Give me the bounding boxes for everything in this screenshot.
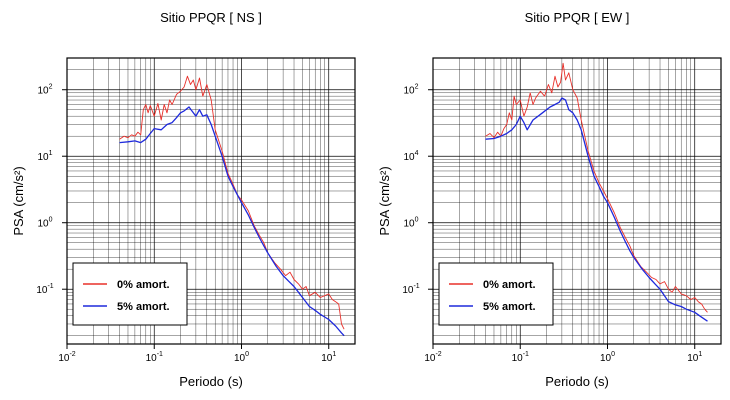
- series-line-zero-damping: [119, 75, 345, 330]
- series-line-five-damping: [485, 97, 708, 322]
- y-tick-label: 104: [403, 150, 418, 163]
- x-axis-label: Periodo (s): [179, 374, 243, 389]
- legend-box: [72, 262, 188, 326]
- chart-panel-1: 10-2 10-1 100 101 10-1 100 101 102 Sitio PPQR [ …: [11, 10, 356, 389]
- legend: 0% amort. 5% amort.: [72, 262, 188, 326]
- legend-label: 0% amort.: [483, 279, 536, 291]
- y-tick-label: 101: [37, 150, 52, 163]
- y-axis-label: PSA (cm/s²): [377, 166, 392, 235]
- x-tick-label: 100: [600, 351, 615, 364]
- y-axis-label: PSA (cm/s²): [11, 166, 26, 235]
- y-tick-label: 100: [37, 217, 52, 230]
- x-tick-label: 10-1: [512, 351, 529, 364]
- series-line-five-damping: [119, 106, 345, 337]
- plot-frame: [432, 57, 722, 345]
- series-line-zero-damping: [485, 62, 708, 313]
- grid: [433, 58, 721, 344]
- chart-panel-2: 10-2 10-1 100 101 10-1 100 104 102 Sitio PPQR [ …: [377, 10, 722, 389]
- x-axis-label: Periodo (s): [545, 374, 609, 389]
- legend-label: 5% amort.: [483, 301, 536, 313]
- y-tick-label: 10-1: [36, 283, 53, 296]
- x-tick-label: 101: [687, 351, 702, 364]
- x-tick-label: 101: [321, 351, 336, 364]
- chart-title: Sitio PPQR [ EW ]: [525, 10, 630, 25]
- legend-label: 5% amort.: [117, 301, 170, 313]
- x-tick-label: 10-2: [58, 351, 75, 364]
- legend-box: [438, 262, 554, 326]
- y-tick-label: 102: [37, 84, 52, 97]
- chart-title: Sitio PPQR [ NS ]: [160, 10, 262, 25]
- x-tick-label: 10-1: [146, 351, 163, 364]
- x-tick-label: 10-2: [424, 351, 441, 364]
- legend-label: 0% amort.: [117, 279, 170, 291]
- x-tick-label: 100: [234, 351, 249, 364]
- grid: [67, 58, 355, 344]
- y-tick-label: 10-1: [402, 283, 419, 296]
- y-tick-label: 100: [403, 217, 418, 230]
- legend: 0% amort. 5% amort.: [438, 262, 554, 326]
- plot-frame: [66, 57, 356, 345]
- y-tick-label: 102: [403, 84, 418, 97]
